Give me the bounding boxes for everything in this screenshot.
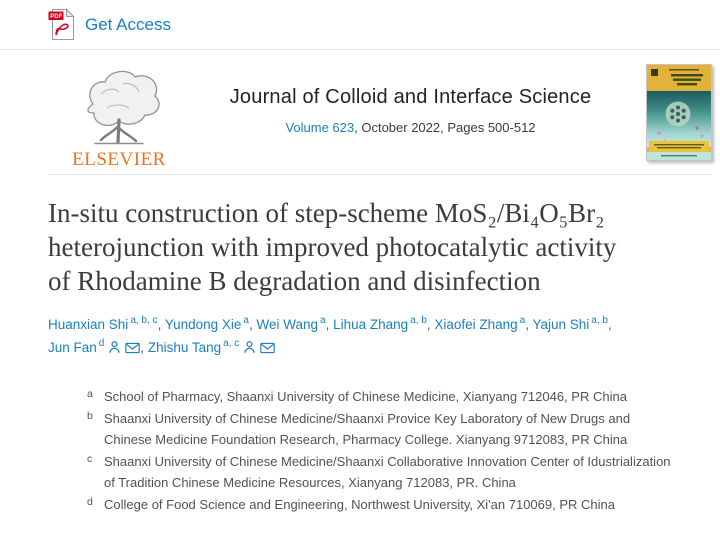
affiliation-item: d College of Food Science and Engineering…: [87, 494, 672, 515]
author-link[interactable]: Xiaofei Zhang a: [434, 314, 526, 332]
person-icon[interactable]: [243, 340, 256, 355]
author-name: Huanxian Shi: [48, 317, 129, 332]
affiliation-superscript: d: [87, 496, 93, 508]
affiliation-text: School of Pharmacy, Shaanxi University o…: [104, 389, 627, 404]
author-name: Xiaofei Zhang: [434, 317, 518, 332]
affiliation-item: a School of Pharmacy, Shaanxi University …: [87, 386, 672, 407]
author-link[interactable]: Wei Wang a: [256, 314, 326, 332]
author-name: Yundong Xie: [164, 317, 242, 332]
top-action-bar: PDF Get Access: [0, 0, 720, 50]
person-icon[interactable]: [108, 340, 121, 355]
affiliation-superscript: b: [87, 410, 93, 422]
affiliation-item: b Shaanxi University of Chinese Medicine/…: [87, 408, 672, 450]
article-header: In-situ construction of step-scheme MoS₂…: [0, 196, 720, 515]
author-affiliation-superscript: a, b, c: [130, 314, 158, 326]
journal-meta: Journal of Colloid and Interface Science…: [183, 64, 638, 135]
author-affiliation-superscript: a, b: [410, 314, 427, 326]
header-divider: [48, 174, 712, 175]
affiliation-text: Shaanxi University of Chinese Medicine/S…: [104, 411, 631, 447]
affiliation-text: College of Food Science and Engineering,…: [104, 497, 615, 512]
svg-text:PDF: PDF: [50, 14, 62, 20]
journal-title-link[interactable]: Journal of Colloid and Interface Science: [229, 86, 592, 108]
author-name: Jun Fan: [48, 340, 97, 355]
author-separator: ,: [426, 317, 435, 332]
author-separator: ,: [157, 317, 165, 332]
author-separator: ,: [140, 340, 148, 355]
author-separator: ,: [525, 317, 533, 332]
author-link[interactable]: Yajun Shi a, b: [532, 314, 608, 332]
author-link[interactable]: Huanxian Shi a, b, c: [48, 314, 158, 332]
article-title: In-situ construction of step-scheme MoS₂…: [48, 198, 617, 296]
author-link[interactable]: Jun Fan d: [48, 337, 141, 355]
author-affiliation-superscript: a, b: [591, 314, 608, 326]
author-separator: ,: [248, 317, 257, 332]
get-access-label: Get Access: [85, 14, 171, 34]
issue-info: , October 2022, Pages 500-512: [354, 120, 536, 135]
envelope-icon[interactable]: [125, 340, 141, 355]
volume-link[interactable]: Volume 623: [285, 120, 355, 135]
affiliation-superscript: a: [87, 388, 93, 400]
affiliation-text: Shaanxi University of Chinese Medicine/S…: [104, 454, 671, 490]
elsevier-logo: ELSEVIER: [55, 64, 183, 171]
author-affiliation-superscript: d: [98, 337, 105, 349]
elsevier-wordmark: ELSEVIER: [72, 149, 166, 170]
get-access-button[interactable]: PDF Get Access: [48, 8, 171, 41]
affiliation-superscript: c: [87, 453, 93, 465]
author-name: Yajun Shi: [532, 317, 590, 332]
author-name: Lihua Zhang: [333, 317, 409, 332]
author-list: Huanxian Shi a, b, c, Yundong Xie a, Wei W…: [48, 313, 672, 359]
affiliation-item: c Shaanxi University of Chinese Medicine/…: [87, 451, 672, 493]
author-separator: ,: [325, 317, 334, 332]
author-link[interactable]: Lihua Zhang a, b: [333, 314, 427, 332]
author-affiliation-superscript: a: [519, 314, 526, 326]
journal-banner: ELSEVIER Journal of Colloid and Interfac…: [0, 50, 720, 175]
envelope-icon[interactable]: [260, 340, 276, 355]
author-affiliation-superscript: a: [243, 314, 249, 326]
pdf-file-icon: PDF: [48, 8, 75, 41]
author-link[interactable]: Zhishu Tang a, c: [147, 337, 276, 355]
journal-cover-thumbnail[interactable]: [646, 64, 712, 161]
author-affiliation-superscript: a, c: [223, 337, 240, 349]
author-name: Wei Wang: [256, 317, 319, 332]
author-link[interactable]: Yundong Xie a: [164, 314, 249, 332]
author-name: Zhishu Tang: [147, 340, 222, 355]
author-separator: ,: [607, 317, 612, 332]
elsevier-tree-logo-icon: [55, 64, 183, 148]
affiliation-list: a School of Pharmacy, Shaanxi University …: [48, 386, 672, 515]
journal-issue-line: Volume 623, October 2022, Pages 500-512: [183, 120, 638, 135]
author-affiliation-superscript: a: [320, 314, 326, 326]
